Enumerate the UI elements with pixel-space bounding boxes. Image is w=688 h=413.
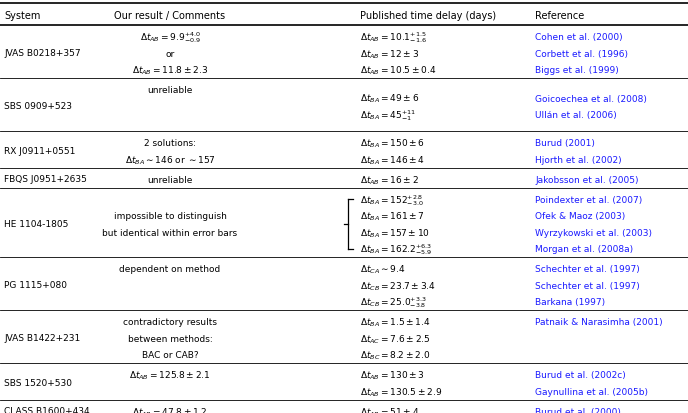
Text: $\Delta t_{AB} = 11.8 \pm 2.3$: $\Delta t_{AB} = 11.8 \pm 2.3$: [132, 64, 208, 77]
Text: $\Delta t_{AB} = 130.5 \pm 2.9$: $\Delta t_{AB} = 130.5 \pm 2.9$: [360, 385, 442, 398]
Text: or: or: [165, 50, 175, 59]
Text: Published time delay (days): Published time delay (days): [360, 11, 496, 21]
Text: $\Delta t_{BA} = 152^{+2.8}_{-3.0}$: $\Delta t_{BA} = 152^{+2.8}_{-3.0}$: [360, 192, 424, 207]
Text: Barkana (1997): Barkana (1997): [535, 298, 605, 306]
Text: SBS 0909+523: SBS 0909+523: [4, 102, 72, 111]
Text: System: System: [4, 11, 41, 21]
Text: $\Delta t_{BA} = 49 \pm 6$: $\Delta t_{BA} = 49 \pm 6$: [360, 93, 419, 105]
Text: JVAS B0218+357: JVAS B0218+357: [4, 49, 80, 58]
Text: $\Delta t_{AB} = 130 \pm 3$: $\Delta t_{AB} = 130 \pm 3$: [360, 369, 425, 381]
Text: $\Delta t_{BA} = 1.5 \pm 1.4$: $\Delta t_{BA} = 1.5 \pm 1.4$: [360, 316, 431, 328]
Text: $\Delta t_{BA} = 157 \pm 10$: $\Delta t_{BA} = 157 \pm 10$: [360, 227, 430, 239]
Text: PG 1115+080: PG 1115+080: [4, 280, 67, 290]
Text: Burud et al. (2002c): Burud et al. (2002c): [535, 370, 626, 380]
Text: Reference: Reference: [535, 11, 584, 21]
Text: Gaynullina et al. (2005b): Gaynullina et al. (2005b): [535, 387, 648, 396]
Text: Cohen et al. (2000): Cohen et al. (2000): [535, 33, 623, 42]
Text: $\Delta t_{AB} = 47.8 \pm 1.2$: $\Delta t_{AB} = 47.8 \pm 1.2$: [132, 405, 208, 413]
Text: Patnaik & Narasimha (2001): Patnaik & Narasimha (2001): [535, 318, 663, 327]
Text: Ofek & Maoz (2003): Ofek & Maoz (2003): [535, 212, 625, 221]
Text: but identical within error bars: but identical within error bars: [103, 228, 237, 237]
Text: $\Delta t_{AB} = 12 \pm 3$: $\Delta t_{AB} = 12 \pm 3$: [360, 48, 419, 60]
Text: Corbett et al. (1996): Corbett et al. (1996): [535, 50, 628, 59]
Text: unreliable: unreliable: [147, 176, 193, 184]
Text: $\Delta t_{BA} = 150 \pm 6$: $\Delta t_{BA} = 150 \pm 6$: [360, 137, 425, 150]
Text: $\Delta t_{BA} = 161 \pm 7$: $\Delta t_{BA} = 161 \pm 7$: [360, 210, 425, 223]
Text: Ullán et al. (2006): Ullán et al. (2006): [535, 111, 616, 120]
Text: CLASS B1600+434: CLASS B1600+434: [4, 406, 89, 413]
Text: Poindexter et al. (2007): Poindexter et al. (2007): [535, 195, 643, 204]
Text: between methods:: between methods:: [128, 334, 213, 343]
Text: RX J0911+0551: RX J0911+0551: [4, 147, 76, 155]
Text: Schechter et al. (1997): Schechter et al. (1997): [535, 265, 640, 274]
Text: Jakobsson et al. (2005): Jakobsson et al. (2005): [535, 176, 638, 184]
Text: $\Delta t_{AC} = 7.6 \pm 2.5$: $\Delta t_{AC} = 7.6 \pm 2.5$: [360, 332, 431, 345]
Text: FBQS J0951+2635: FBQS J0951+2635: [4, 175, 87, 184]
Text: $\Delta t_{BA} = 45^{+11}_{-1}$: $\Delta t_{BA} = 45^{+11}_{-1}$: [360, 108, 416, 123]
Text: JVAS B1422+231: JVAS B1422+231: [4, 333, 80, 342]
Text: Biggs et al. (1999): Biggs et al. (1999): [535, 66, 619, 75]
Text: $\Delta t_{AB} = 10.1^{+1.5}_{-1.6}$: $\Delta t_{AB} = 10.1^{+1.5}_{-1.6}$: [360, 30, 427, 45]
Text: impossible to distinguish: impossible to distinguish: [114, 212, 226, 221]
Text: Morgan et al. (2008a): Morgan et al. (2008a): [535, 245, 633, 254]
Text: $\Delta t_{CB} = 25.0^{+3.3}_{-3.8}$: $\Delta t_{CB} = 25.0^{+3.3}_{-3.8}$: [360, 294, 427, 310]
Text: $\Delta t_{AB} = 10.5 \pm 0.4$: $\Delta t_{AB} = 10.5 \pm 0.4$: [360, 64, 436, 77]
Text: $\Delta t_{BC} = 8.2 \pm 2.0$: $\Delta t_{BC} = 8.2 \pm 2.0$: [360, 349, 430, 361]
Text: Burud et al. (2000): Burud et al. (2000): [535, 407, 621, 413]
Text: Our result / Comments: Our result / Comments: [114, 11, 226, 21]
Text: $\Delta t_{CA} \sim 9.4$: $\Delta t_{CA} \sim 9.4$: [360, 263, 405, 275]
Text: unreliable: unreliable: [147, 86, 193, 95]
Text: BAC or CAB?: BAC or CAB?: [142, 351, 198, 359]
Text: Schechter et al. (1997): Schechter et al. (1997): [535, 281, 640, 290]
Text: $\Delta t_{BA} = 146 \pm 4$: $\Delta t_{BA} = 146 \pm 4$: [360, 154, 425, 166]
Text: $\Delta t_{BA} = 162.2^{+6.3}_{-5.9}$: $\Delta t_{BA} = 162.2^{+6.3}_{-5.9}$: [360, 242, 432, 257]
Text: Hjorth et al. (2002): Hjorth et al. (2002): [535, 155, 622, 164]
Text: contradictory results: contradictory results: [123, 318, 217, 327]
Text: $\Delta t_{CB} = 23.7 \pm 3.4$: $\Delta t_{CB} = 23.7 \pm 3.4$: [360, 280, 436, 292]
Text: dependent on method: dependent on method: [120, 265, 221, 274]
Text: Wyrzykowski et al. (2003): Wyrzykowski et al. (2003): [535, 228, 652, 237]
Text: HE 1104-1805: HE 1104-1805: [4, 219, 68, 228]
Text: 2 solutions:: 2 solutions:: [144, 139, 196, 148]
Text: $\Delta t_{BA} \sim 146$ or $\sim 157$: $\Delta t_{BA} \sim 146$ or $\sim 157$: [125, 154, 215, 166]
Text: SBS 1520+530: SBS 1520+530: [4, 378, 72, 387]
Text: $\Delta t_{AB} = 16 \pm 2$: $\Delta t_{AB} = 16 \pm 2$: [360, 174, 419, 186]
Text: $\Delta t_{AB} = 125.8 \pm 2.1$: $\Delta t_{AB} = 125.8 \pm 2.1$: [129, 369, 211, 381]
Text: Goicoechea et al. (2008): Goicoechea et al. (2008): [535, 95, 647, 103]
Text: $\Delta t_{AB} = 9.9^{+4.0}_{-0.9}$: $\Delta t_{AB} = 9.9^{+4.0}_{-0.9}$: [140, 30, 200, 45]
Text: $\Delta t_{AB} = 51 \pm 4$: $\Delta t_{AB} = 51 \pm 4$: [360, 405, 419, 413]
Text: Burud (2001): Burud (2001): [535, 139, 595, 148]
